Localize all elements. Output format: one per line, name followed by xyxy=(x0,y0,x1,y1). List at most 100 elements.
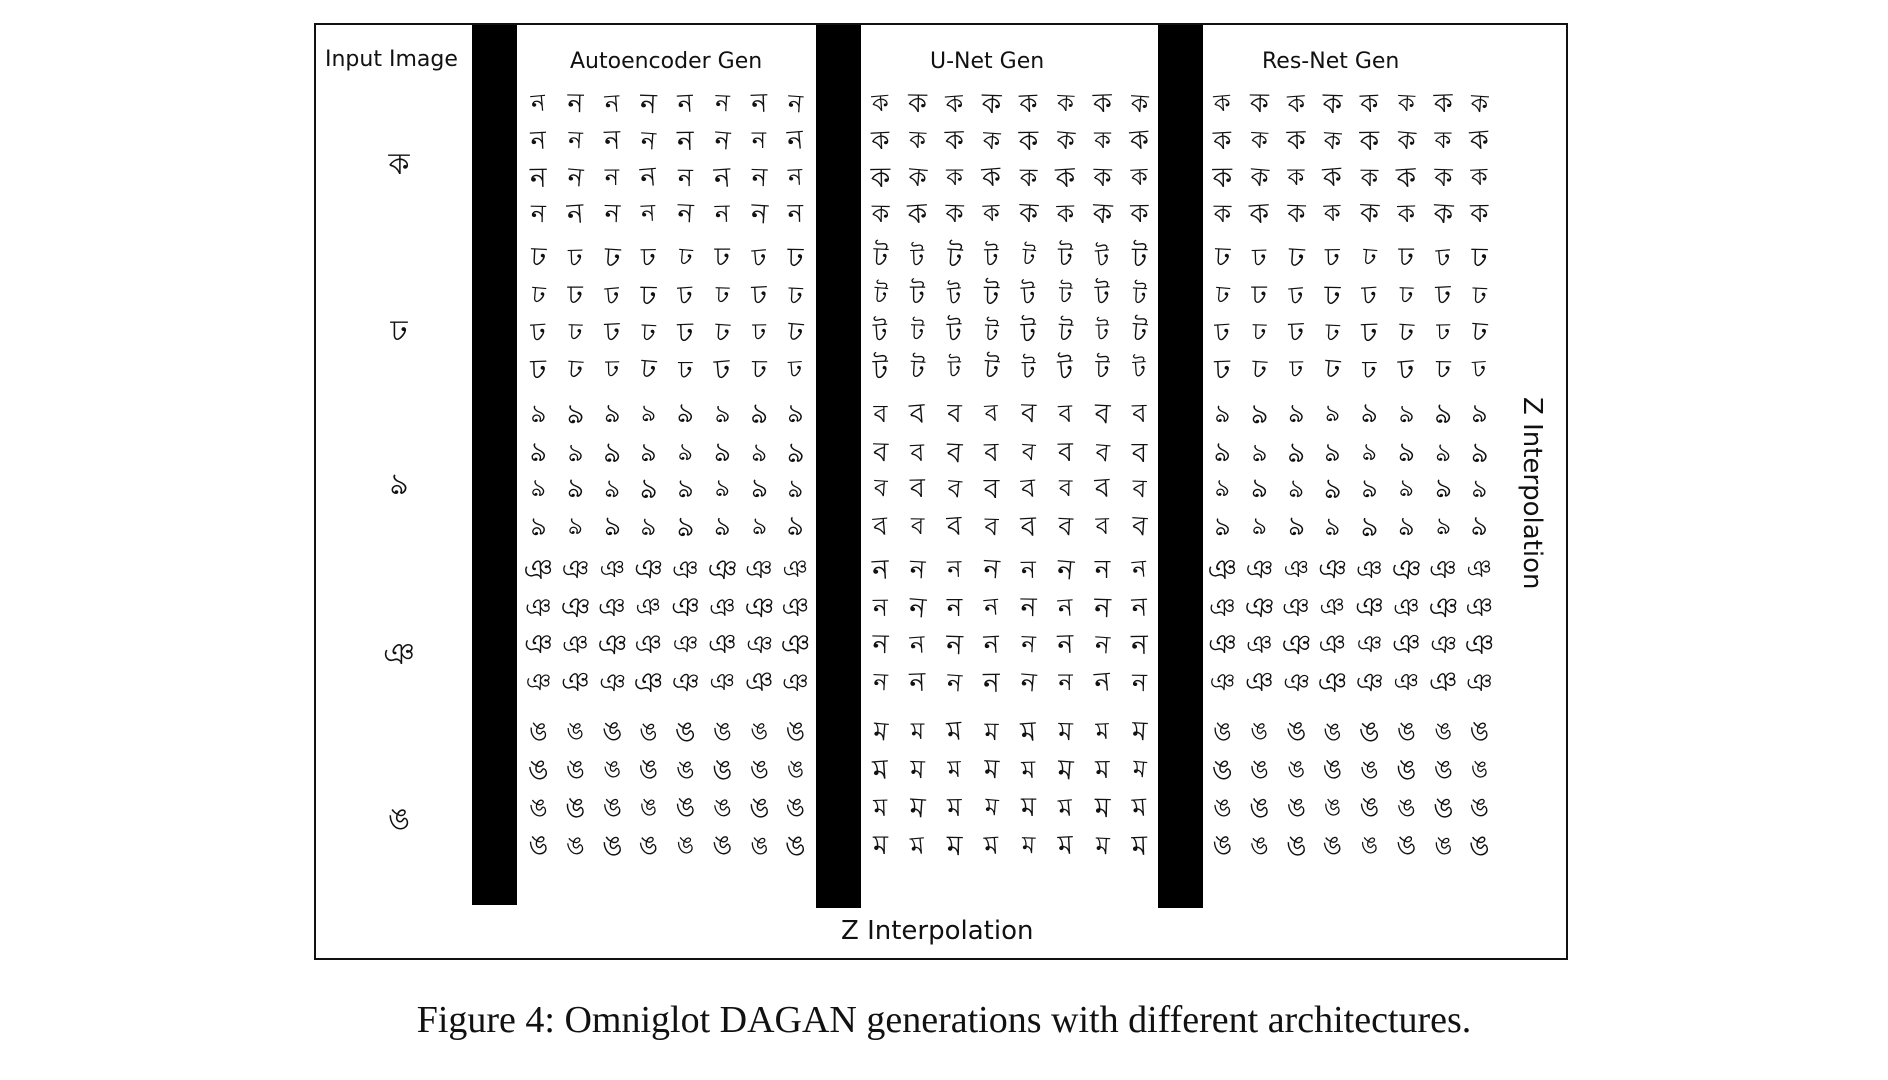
resnet-generated-glyph: ঞ xyxy=(1244,554,1274,586)
autoencoder-generated-glyph: ঢ xyxy=(678,354,693,384)
resnet-generated-glyph: ঌ xyxy=(1433,396,1453,430)
unet-generated-glyph: ম xyxy=(909,829,926,861)
autoencoder-generated-glyph: ঙ xyxy=(601,828,623,862)
unet-generated-glyph: ব xyxy=(1057,398,1074,428)
unet-generated-glyph: ব xyxy=(984,511,1000,541)
unet-generated-glyph: ক xyxy=(1128,123,1151,157)
resnet-generated-glyph: ঢ xyxy=(1434,279,1452,311)
resnet-generated-glyph: ঙ xyxy=(1432,790,1454,824)
resnet-generated-glyph: ঞ xyxy=(1391,628,1421,660)
resnet-generated-glyph: ঌ xyxy=(1214,473,1231,503)
resnet-generated-glyph: ঞ xyxy=(1282,593,1310,623)
unet-generated-glyph: ব xyxy=(983,471,1000,505)
unet-generated-glyph: ক xyxy=(870,88,890,118)
autoencoder-generated-glyph: ঢ xyxy=(750,241,768,273)
autoencoder-generated-glyph: ঌ xyxy=(787,398,804,430)
autoencoder-generated-glyph: ঌ xyxy=(566,437,584,467)
autoencoder-generated-glyph: ঢ xyxy=(751,317,766,347)
resnet-generated-glyph: ক xyxy=(1359,197,1380,229)
resnet-generated-glyph: ঢ xyxy=(1251,242,1267,272)
resnet-generated-glyph: ঢ xyxy=(1287,316,1305,348)
autoencoder-generated-glyph: ঞ xyxy=(560,666,590,698)
autoencoder-generated-glyph: ন xyxy=(529,160,547,194)
autoencoder-generated-glyph: ঙ xyxy=(749,716,769,746)
unet-generated-glyph: ন xyxy=(1093,590,1112,624)
unet-generated-glyph: ন xyxy=(1094,629,1112,659)
unet-generated-glyph: ট xyxy=(909,354,926,386)
unet-generated-glyph: ট xyxy=(910,279,925,311)
unet-generated-glyph: ন xyxy=(982,592,1000,622)
unet-generated-glyph: ব xyxy=(947,398,963,430)
autoencoder-generated-glyph: ন xyxy=(603,124,621,156)
autoencoder-generated-glyph: ঢ xyxy=(603,279,621,311)
autoencoder-generated-glyph: ঞ xyxy=(672,629,699,659)
resnet-generated-glyph: ঙ xyxy=(1469,715,1491,747)
unet-generated-glyph: ট xyxy=(983,278,1000,312)
resnet-generated-glyph: ঢ xyxy=(1360,315,1378,349)
resnet-generated-glyph: ঢ xyxy=(1324,278,1341,312)
autoencoder-generated-glyph: ঞ xyxy=(670,666,701,700)
autoencoder-generated-glyph: ঞ xyxy=(633,552,665,586)
autoencoder-generated-glyph: ঙ xyxy=(749,830,769,860)
autoencoder-generated-glyph: ন xyxy=(639,160,658,194)
resnet-generated-glyph: ঞ xyxy=(1429,555,1457,585)
unet-generated-glyph: ক xyxy=(946,163,963,191)
autoencoder-generated-glyph: ন xyxy=(712,159,732,195)
resnet-generated-glyph: ঞ xyxy=(1390,551,1423,587)
input-glyph: ঢ xyxy=(390,314,408,349)
unet-gen-title: U-Net Gen xyxy=(930,49,1045,74)
unet-generated-glyph: ম xyxy=(871,752,890,787)
unet-generated-glyph: ট xyxy=(1020,242,1037,272)
resnet-generated-glyph: ঢ xyxy=(1398,280,1414,310)
autoencoder-generated-glyph: ন xyxy=(603,88,621,118)
unet-generated-glyph: ম xyxy=(1020,754,1036,784)
unet-generated-glyph: ব xyxy=(1057,511,1074,543)
unet-generated-glyph: ন xyxy=(1019,667,1038,699)
unet-generated-glyph: ব xyxy=(1058,473,1073,503)
autoencoder-generated-glyph: ঞ xyxy=(671,554,699,584)
autoencoder-generated-glyph: ঞ xyxy=(560,554,590,586)
unet-generated-glyph: ব xyxy=(1094,436,1111,468)
autoencoder-generated-glyph: ঙ xyxy=(748,790,770,824)
resnet-generated-glyph: ঌ xyxy=(1213,436,1232,468)
resnet-generated-glyph: ঞ xyxy=(1206,551,1238,587)
autoencoder-generated-glyph: ন xyxy=(529,125,547,157)
figure-caption: Figure 4: Omniglot DAGAN generations wit… xyxy=(416,999,1472,1041)
autoencoder-generated-glyph: ঢ xyxy=(603,316,621,348)
autoencoder-generated-glyph: ঌ xyxy=(751,511,767,541)
unet-generated-glyph: ট xyxy=(1020,280,1037,312)
unet-generated-glyph: ন xyxy=(1092,665,1112,699)
autoencoder-generated-glyph: ঞ xyxy=(670,591,700,623)
unet-generated-glyph: ক xyxy=(1130,162,1149,192)
unet-generated-glyph: ম xyxy=(1094,830,1111,860)
autoencoder-generated-glyph: ঞ xyxy=(707,628,737,660)
autoencoder-generated-glyph: ঙ xyxy=(711,829,733,861)
resnet-generated-glyph: ঢ xyxy=(1286,239,1306,275)
resnet-generated-glyph: ঞ xyxy=(1317,665,1348,699)
autoencoder-generated-glyph: ঞ xyxy=(524,592,552,622)
resnet-generated-glyph: ঙ xyxy=(1469,754,1490,784)
autoencoder-generated-glyph: ঢ xyxy=(787,354,804,384)
autoencoder-generated-glyph: ঙ xyxy=(638,753,660,785)
autoencoder-generated-glyph: ন xyxy=(713,125,732,157)
autoencoder-generated-glyph: ঌ xyxy=(787,473,804,503)
autoencoder-generated-glyph: ঙ xyxy=(712,716,733,748)
unet-generated-glyph: ম xyxy=(1021,830,1036,860)
resnet-generated-glyph: ঙ xyxy=(1210,751,1234,787)
resnet-generated-glyph: ঌ xyxy=(1471,435,1489,469)
resnet-generated-glyph: ঙ xyxy=(1468,792,1491,824)
autoencoder-generated-glyph: ঙ xyxy=(638,792,659,822)
autoencoder-generated-glyph: ঢ xyxy=(639,352,658,386)
autoencoder-generated-glyph: ন xyxy=(676,123,694,157)
resnet-generated-glyph: ক xyxy=(1212,125,1233,157)
unet-generated-glyph: ম xyxy=(984,716,999,746)
autoencoder-generated-glyph: ঙ xyxy=(566,717,584,745)
autoencoder-generated-glyph: ঢ xyxy=(529,317,547,349)
autoencoder-generated-glyph: ঢ xyxy=(567,242,583,272)
autoencoder-generated-glyph: ন xyxy=(787,198,804,230)
unet-generated-glyph: ট xyxy=(1094,241,1111,273)
autoencoder-generated-glyph: ন xyxy=(604,163,620,191)
autoencoder-generated-glyph: ঞ xyxy=(598,554,625,584)
resnet-generated-glyph: ঙ xyxy=(1396,716,1417,748)
autoencoder-generated-glyph: ঙ xyxy=(784,828,807,862)
